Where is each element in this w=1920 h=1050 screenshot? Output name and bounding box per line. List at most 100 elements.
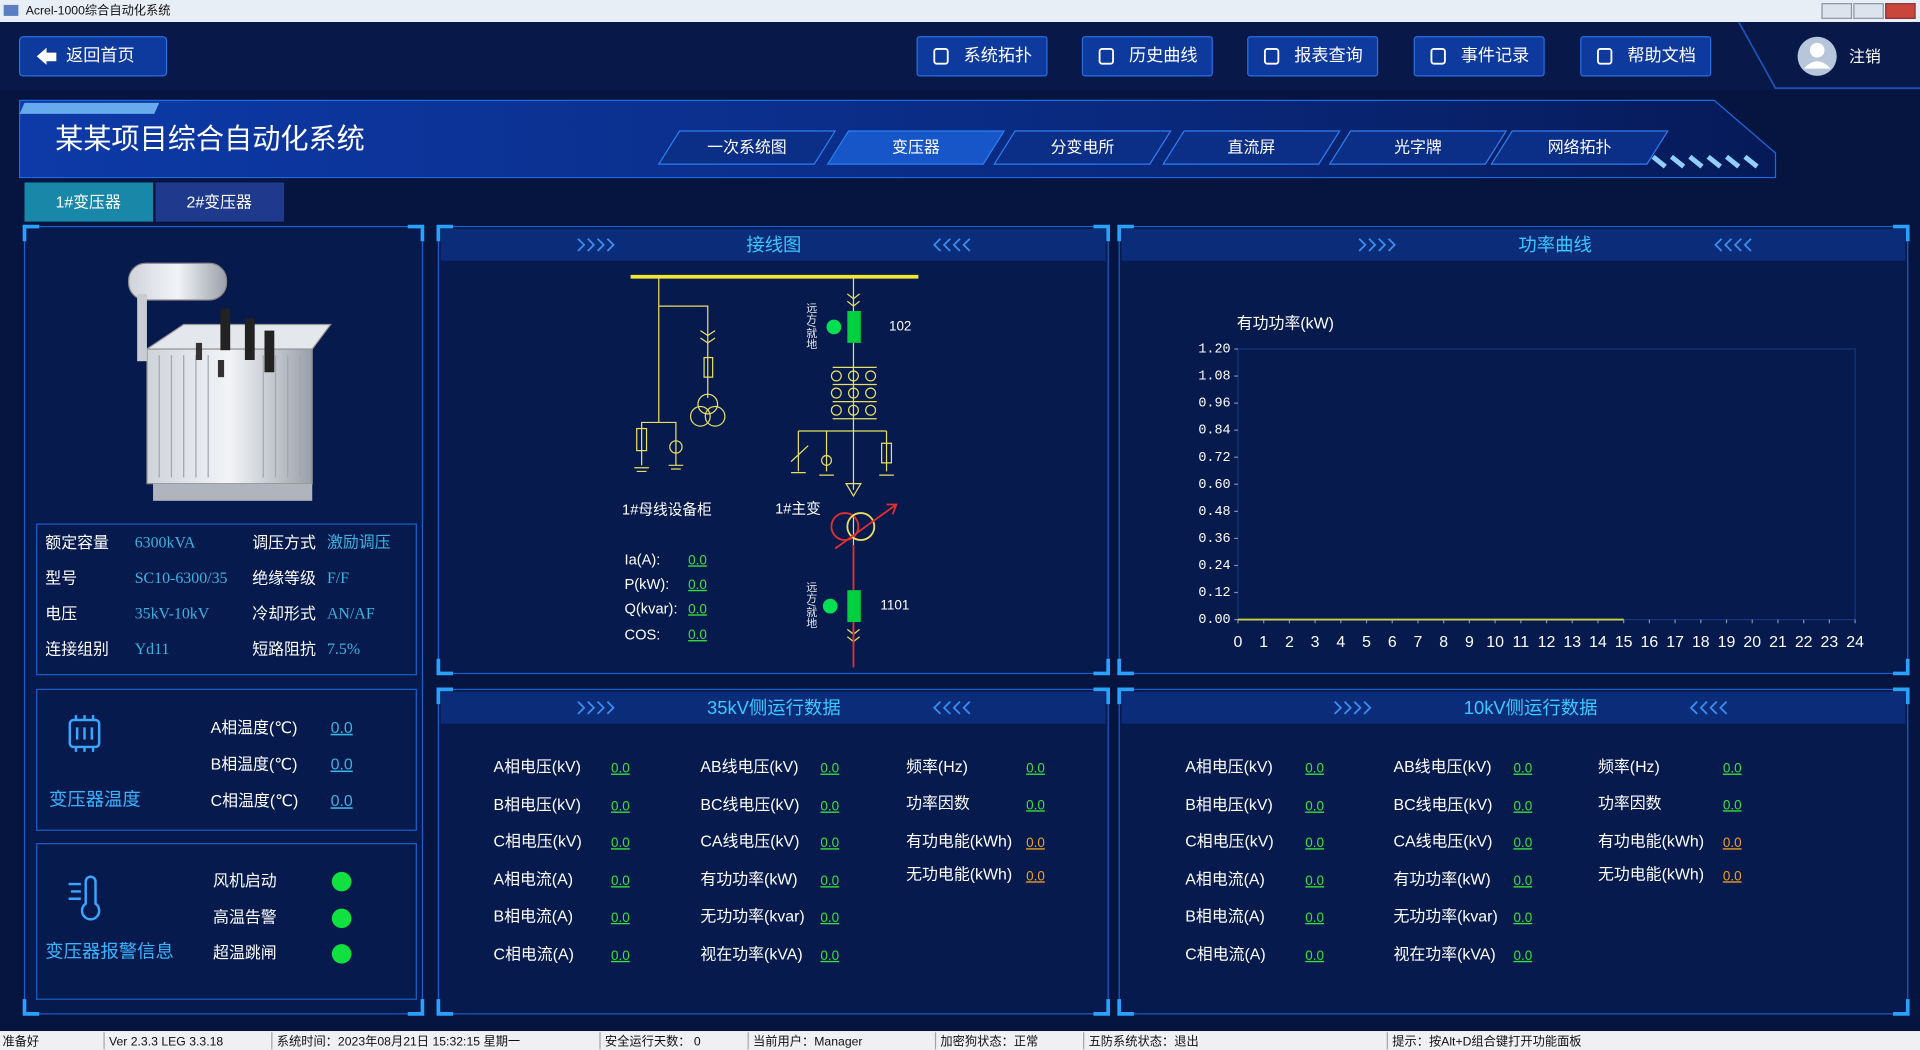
x-tick-label: 16: [1641, 634, 1659, 651]
temperature-value: 0.0: [331, 793, 353, 810]
data-value: 0.0: [1305, 948, 1324, 963]
reading-value: 0.0: [688, 577, 707, 592]
status-item: Ver 2.3.3 LEG 3.3.18: [109, 1034, 223, 1048]
spec-value: SC10-6300/35: [135, 570, 228, 587]
back-label[interactable]: 返回首页: [66, 45, 135, 65]
data-value: 0.0: [820, 873, 839, 888]
reading-label: P(kW):: [624, 577, 669, 593]
transformer-tab-label[interactable]: 1#变压器: [55, 193, 121, 211]
data-label: A相电流(A): [493, 871, 573, 889]
x-tick-label: 4: [1336, 634, 1345, 651]
temperature-label: C相温度(℃): [211, 792, 299, 810]
data-value: 0.0: [1026, 868, 1045, 883]
data-label: 视在功率(kVA): [700, 945, 802, 963]
toolbar-button-label[interactable]: 历史曲线: [1129, 45, 1198, 65]
data-label: 有功功率(kW): [700, 871, 797, 889]
spec-value: 7.5%: [327, 641, 360, 658]
data-label: B相电流(A): [493, 907, 573, 925]
toolbar-button-label[interactable]: 报表查询: [1294, 45, 1362, 65]
data-label: C相电压(kV): [1185, 833, 1273, 851]
panel-title: 功率曲线: [1518, 234, 1591, 255]
spec-label: 绝缘等级: [252, 569, 316, 587]
spec-value: 6300kVA: [135, 534, 196, 551]
spec-label: 型号: [45, 569, 77, 587]
data-value: 0.0: [611, 835, 630, 850]
data-value: 0.0: [1305, 835, 1324, 850]
x-tick-label: 6: [1388, 634, 1397, 651]
toolbar-button-label[interactable]: 帮助文档: [1627, 45, 1696, 65]
x-tick-label: 2: [1285, 634, 1294, 651]
data-label: 频率(Hz): [906, 758, 968, 776]
data-label: CA线电压(kV): [700, 833, 799, 851]
data-label: C相电压(kV): [493, 833, 581, 851]
data-value: 0.0: [1305, 761, 1324, 776]
status-item: 安全运行天数： 0: [605, 1033, 701, 1048]
data-label: A相电流(A): [1185, 871, 1265, 889]
data-label: AB线电压(kV): [1393, 758, 1491, 776]
minimize-button[interactable]: [1822, 4, 1851, 19]
temperature-title: 变压器温度: [49, 789, 141, 810]
data-label: 有功电能(kWh): [1598, 833, 1704, 851]
x-tick-label: 17: [1666, 634, 1684, 651]
logout[interactable]: 注销: [1849, 48, 1881, 66]
header-title: 某某项目综合自动化系统: [55, 123, 365, 154]
x-tick-label: 14: [1589, 634, 1607, 651]
panel: [1119, 689, 1908, 1013]
data-value: 0.0: [1513, 835, 1532, 850]
maximize-button[interactable]: [1854, 4, 1883, 19]
x-tick-label: 24: [1846, 634, 1864, 651]
data-label: 无功电能(kWh): [1598, 866, 1704, 884]
data-label: C相电流(A): [1185, 945, 1265, 963]
spec-label: 额定容量: [45, 534, 109, 552]
data-label: 功率因数: [906, 795, 970, 813]
avatar-head: [1810, 43, 1825, 58]
panel-title: 35kV侧运行数据: [707, 697, 841, 718]
data-value: 0.0: [1513, 873, 1532, 888]
data-value: 0.0: [1513, 948, 1532, 963]
alarm-indicator: [332, 872, 352, 892]
data-label: BC线电压(kV): [1393, 796, 1492, 814]
status-item: 加密狗状态：正常: [940, 1033, 1038, 1048]
status-item: 系统时间：2023年08月21日 15:32:15 星期一: [277, 1034, 520, 1048]
temperature-label: A相温度(℃): [211, 719, 298, 737]
nav-tab-label[interactable]: 直流屏: [1228, 138, 1276, 156]
close-button[interactable]: [1886, 4, 1915, 19]
y-tick-label: 0.12: [1198, 586, 1230, 601]
nav-tab-label[interactable]: 分变电所: [1051, 138, 1115, 156]
data-label: 频率(Hz): [1598, 758, 1660, 776]
data-label: B相电压(kV): [1185, 796, 1273, 814]
data-value: 0.0: [1513, 910, 1532, 925]
y-tick-label: 0.84: [1198, 424, 1230, 439]
y-tick-label: 0.24: [1198, 559, 1230, 574]
nav-tab-label[interactable]: 光字牌: [1394, 138, 1442, 156]
spec-label: 短路阻抗: [252, 640, 316, 658]
y-tick-label: 0.36: [1198, 532, 1230, 547]
spec-value: Yd11: [135, 641, 170, 658]
bushing: [220, 309, 230, 351]
x-tick-label: 0: [1234, 634, 1243, 651]
x-tick-label: 10: [1486, 634, 1504, 651]
x-tick-label: 3: [1311, 634, 1320, 651]
spec-value: 激励调压: [327, 533, 391, 551]
data-value: 0.0: [1305, 873, 1324, 888]
data-label: 功率因数: [1598, 795, 1662, 813]
y-axis-label: 有功功率(kW): [1237, 315, 1334, 333]
data-value: 0.0: [1723, 761, 1742, 776]
panel-title: 接线图: [746, 234, 801, 255]
toolbar-button-label[interactable]: 事件记录: [1461, 45, 1530, 65]
spec-value: F/F: [327, 570, 349, 587]
bus-cabinet-label: 1#母线设备柜: [622, 501, 712, 518]
panel: [438, 689, 1108, 1013]
reading-value: 0.0: [688, 627, 707, 642]
x-tick-label: 7: [1414, 634, 1423, 651]
transformer-tab-label[interactable]: 2#变压器: [186, 193, 252, 211]
data-value: 0.0: [1305, 910, 1324, 925]
nav-tab-label[interactable]: 一次系统图: [707, 138, 787, 156]
nav-tab-label[interactable]: 变压器: [892, 138, 940, 156]
toolbar-button-label[interactable]: 系统拓扑: [964, 45, 1033, 65]
data-label: 无功功率(kvar): [1393, 907, 1497, 925]
data-value: 0.0: [1026, 761, 1045, 776]
spec-label: 冷却形式: [252, 605, 316, 623]
nav-tab-label[interactable]: 网络拓扑: [1548, 137, 1612, 156]
x-tick-label: 20: [1743, 634, 1761, 651]
